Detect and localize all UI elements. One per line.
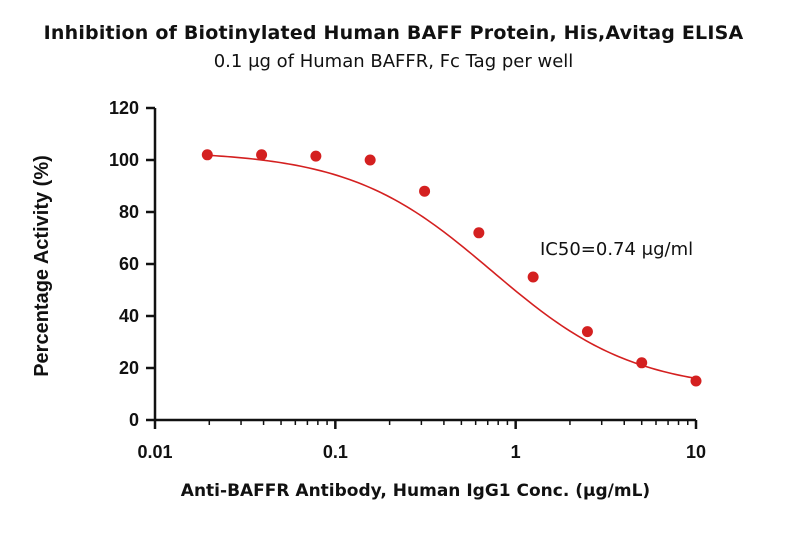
data-points [201, 149, 702, 387]
data-point [201, 149, 213, 161]
tick-marks: 0 20 40 60 80 100 120 0.01 0.1 1 10 [109, 98, 706, 462]
x-tick-label: 0.01 [137, 442, 172, 462]
y-tick-label: 80 [119, 202, 139, 222]
data-point [690, 375, 702, 387]
data-point [473, 227, 485, 239]
chart-subtitle: 0.1 μg of Human BAFFR, Fc Tag per well [213, 51, 574, 72]
data-point [310, 150, 322, 162]
data-point [256, 149, 268, 161]
chart-title: Inhibition of Biotinylated Human BAFF Pr… [43, 22, 744, 44]
data-point [581, 326, 593, 338]
y-tick-label: 120 [109, 98, 139, 118]
y-tick-label: 20 [119, 358, 139, 378]
fit-curve [207, 154, 697, 380]
y-tick-label: 60 [119, 254, 139, 274]
y-axis-label: Percentage Activity (%) [31, 155, 53, 377]
x-tick-label: 10 [686, 442, 706, 462]
fit-curve-group [207, 154, 697, 380]
data-point [636, 357, 648, 369]
y-tick-label: 100 [109, 150, 139, 170]
axes [153, 108, 696, 422]
data-point [527, 271, 539, 283]
ic50-annotation: IC50=0.74 μg/ml [540, 239, 693, 260]
x-tick-label: 1 [511, 442, 521, 462]
x-axis-label: Anti-BAFFR Antibody, Human IgG1 Conc. (μ… [181, 481, 650, 501]
data-point [419, 185, 431, 197]
y-tick-label: 0 [129, 410, 139, 430]
data-point [364, 154, 376, 166]
y-tick-label: 40 [119, 306, 139, 326]
x-tick-label: 0.1 [323, 442, 348, 462]
